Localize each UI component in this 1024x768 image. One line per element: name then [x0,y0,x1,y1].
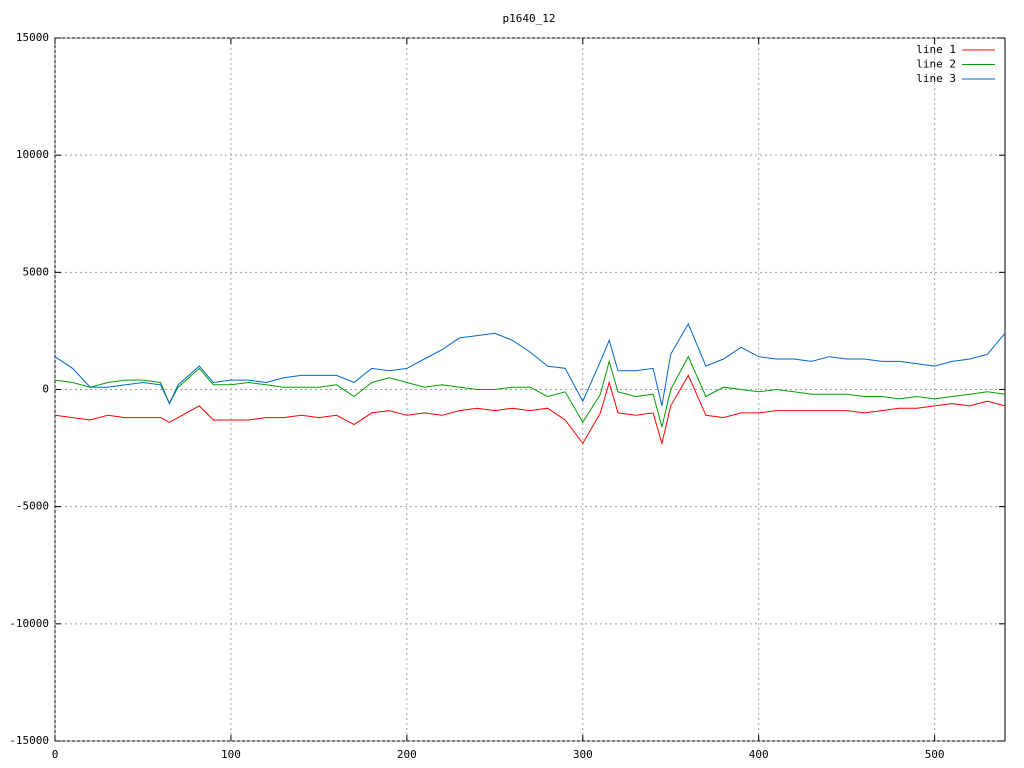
data-line [54,355,1006,428]
x-tick-label: 300 [573,748,593,761]
x-tick-label: 0 [52,748,59,761]
legend-label: line 1 [916,43,956,56]
y-tick-label: 10000 [16,148,49,161]
x-tick-label: 500 [925,748,945,761]
x-tick-label: 100 [221,748,241,761]
legend-label: line 2 [916,58,956,71]
legend-label: line 3 [916,72,956,85]
x-tick-label: 400 [749,748,769,761]
y-tick-label: 5000 [23,265,50,278]
data-line [54,374,1006,446]
chart-title: p1640_12 [503,12,556,25]
y-tick-label: 0 [42,383,49,396]
y-tick-label: -10000 [9,617,49,630]
y-tick-label: 15000 [16,31,49,44]
data-line [54,322,1006,407]
x-tick-label: 200 [397,748,417,761]
y-tick-label: -15000 [9,734,49,747]
y-tick-label: -5000 [16,500,49,513]
